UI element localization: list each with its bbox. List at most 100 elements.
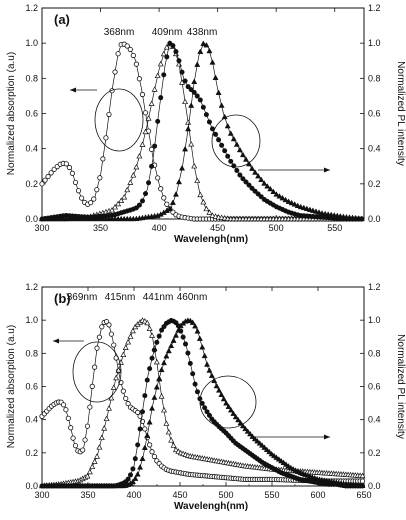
data-point — [164, 54, 170, 60]
data-point — [227, 130, 234, 136]
data-point — [246, 182, 252, 188]
panel-label: (b) — [54, 291, 71, 306]
data-point — [133, 205, 139, 211]
data-point — [194, 93, 200, 99]
y-tick-label: 0.6 — [25, 382, 38, 392]
data-point — [216, 137, 222, 143]
data-point — [144, 319, 151, 326]
data-point — [316, 209, 323, 215]
data-point — [180, 334, 186, 340]
data-point — [185, 350, 191, 356]
y-tick-label: 0.8 — [25, 348, 38, 358]
data-point — [48, 170, 54, 176]
data-point — [151, 394, 158, 400]
data-point — [276, 193, 283, 199]
data-point — [222, 148, 228, 154]
data-point — [230, 135, 237, 142]
data-point — [359, 472, 366, 479]
data-point — [39, 181, 45, 187]
data-point — [252, 169, 259, 175]
data-point — [127, 179, 134, 185]
arrow-head — [324, 167, 330, 173]
data-point — [208, 372, 215, 378]
data-point — [256, 440, 263, 446]
data-point — [155, 118, 161, 124]
data-point — [156, 333, 162, 339]
annotation-ellipse — [211, 114, 261, 168]
data-point — [220, 395, 227, 402]
data-point — [103, 415, 110, 422]
data-point — [147, 442, 153, 448]
x-tick-label: 650 — [356, 490, 371, 500]
peak-label: 415nm — [105, 292, 136, 303]
data-point — [303, 205, 310, 212]
y-tick-label: 1.0 — [25, 315, 38, 325]
series-filled-triangle — [38, 40, 365, 222]
x-tick-label: 400 — [126, 490, 141, 500]
data-point — [232, 413, 239, 420]
data-point — [161, 406, 167, 413]
data-point — [113, 374, 120, 381]
data-point — [72, 443, 79, 449]
arrow-head — [70, 87, 76, 93]
data-point — [120, 388, 126, 394]
series-filled-circle — [39, 40, 365, 222]
data-point — [190, 371, 196, 377]
data-point — [199, 400, 205, 406]
data-point — [201, 352, 208, 359]
data-point — [165, 347, 172, 354]
data-point — [242, 425, 249, 432]
data-point — [125, 476, 131, 482]
data-point — [239, 422, 246, 429]
data-point — [155, 175, 161, 181]
data-point — [266, 448, 273, 455]
data-point — [144, 432, 151, 438]
data-point — [129, 327, 136, 334]
data-point — [231, 163, 237, 169]
y2-tick-label: 0.4 — [368, 144, 381, 154]
data-point — [203, 112, 209, 118]
data-point — [185, 119, 192, 125]
data-point — [153, 358, 160, 365]
data-point — [203, 205, 210, 212]
data-point — [125, 401, 131, 407]
series-line — [42, 42, 364, 220]
data-point — [118, 197, 125, 204]
y-tick-label: 0.2 — [25, 448, 38, 458]
data-point — [200, 198, 207, 205]
data-point — [182, 78, 188, 84]
data-point — [223, 400, 230, 406]
data-point — [78, 195, 85, 201]
data-point — [197, 191, 204, 198]
data-point — [176, 58, 182, 64]
data-point — [218, 102, 225, 108]
y2-axis-title: Normalized PL intensity — [395, 61, 406, 166]
data-point — [106, 111, 112, 118]
data-point — [261, 444, 268, 450]
data-point — [86, 468, 93, 475]
data-point — [154, 72, 161, 79]
data-point — [212, 74, 219, 80]
data-point — [172, 191, 179, 197]
data-point — [121, 194, 128, 200]
annotation-ellipse — [72, 341, 122, 403]
data-point — [139, 455, 146, 461]
data-point — [273, 191, 280, 197]
data-point — [218, 391, 225, 397]
data-point — [72, 179, 79, 186]
data-point — [136, 76, 143, 82]
data-point — [191, 162, 198, 169]
data-point — [124, 43, 130, 49]
data-point — [165, 428, 172, 435]
y2-tick-label: 0.0 — [368, 481, 381, 491]
data-point — [63, 407, 69, 413]
data-point — [70, 435, 76, 441]
data-point — [42, 177, 48, 183]
data-point — [206, 47, 213, 54]
data-point — [161, 324, 167, 330]
data-point — [297, 203, 304, 210]
y-axis-title: Normalized absorption (a.u) — [6, 325, 17, 448]
data-point — [187, 360, 193, 366]
data-point — [188, 140, 195, 147]
